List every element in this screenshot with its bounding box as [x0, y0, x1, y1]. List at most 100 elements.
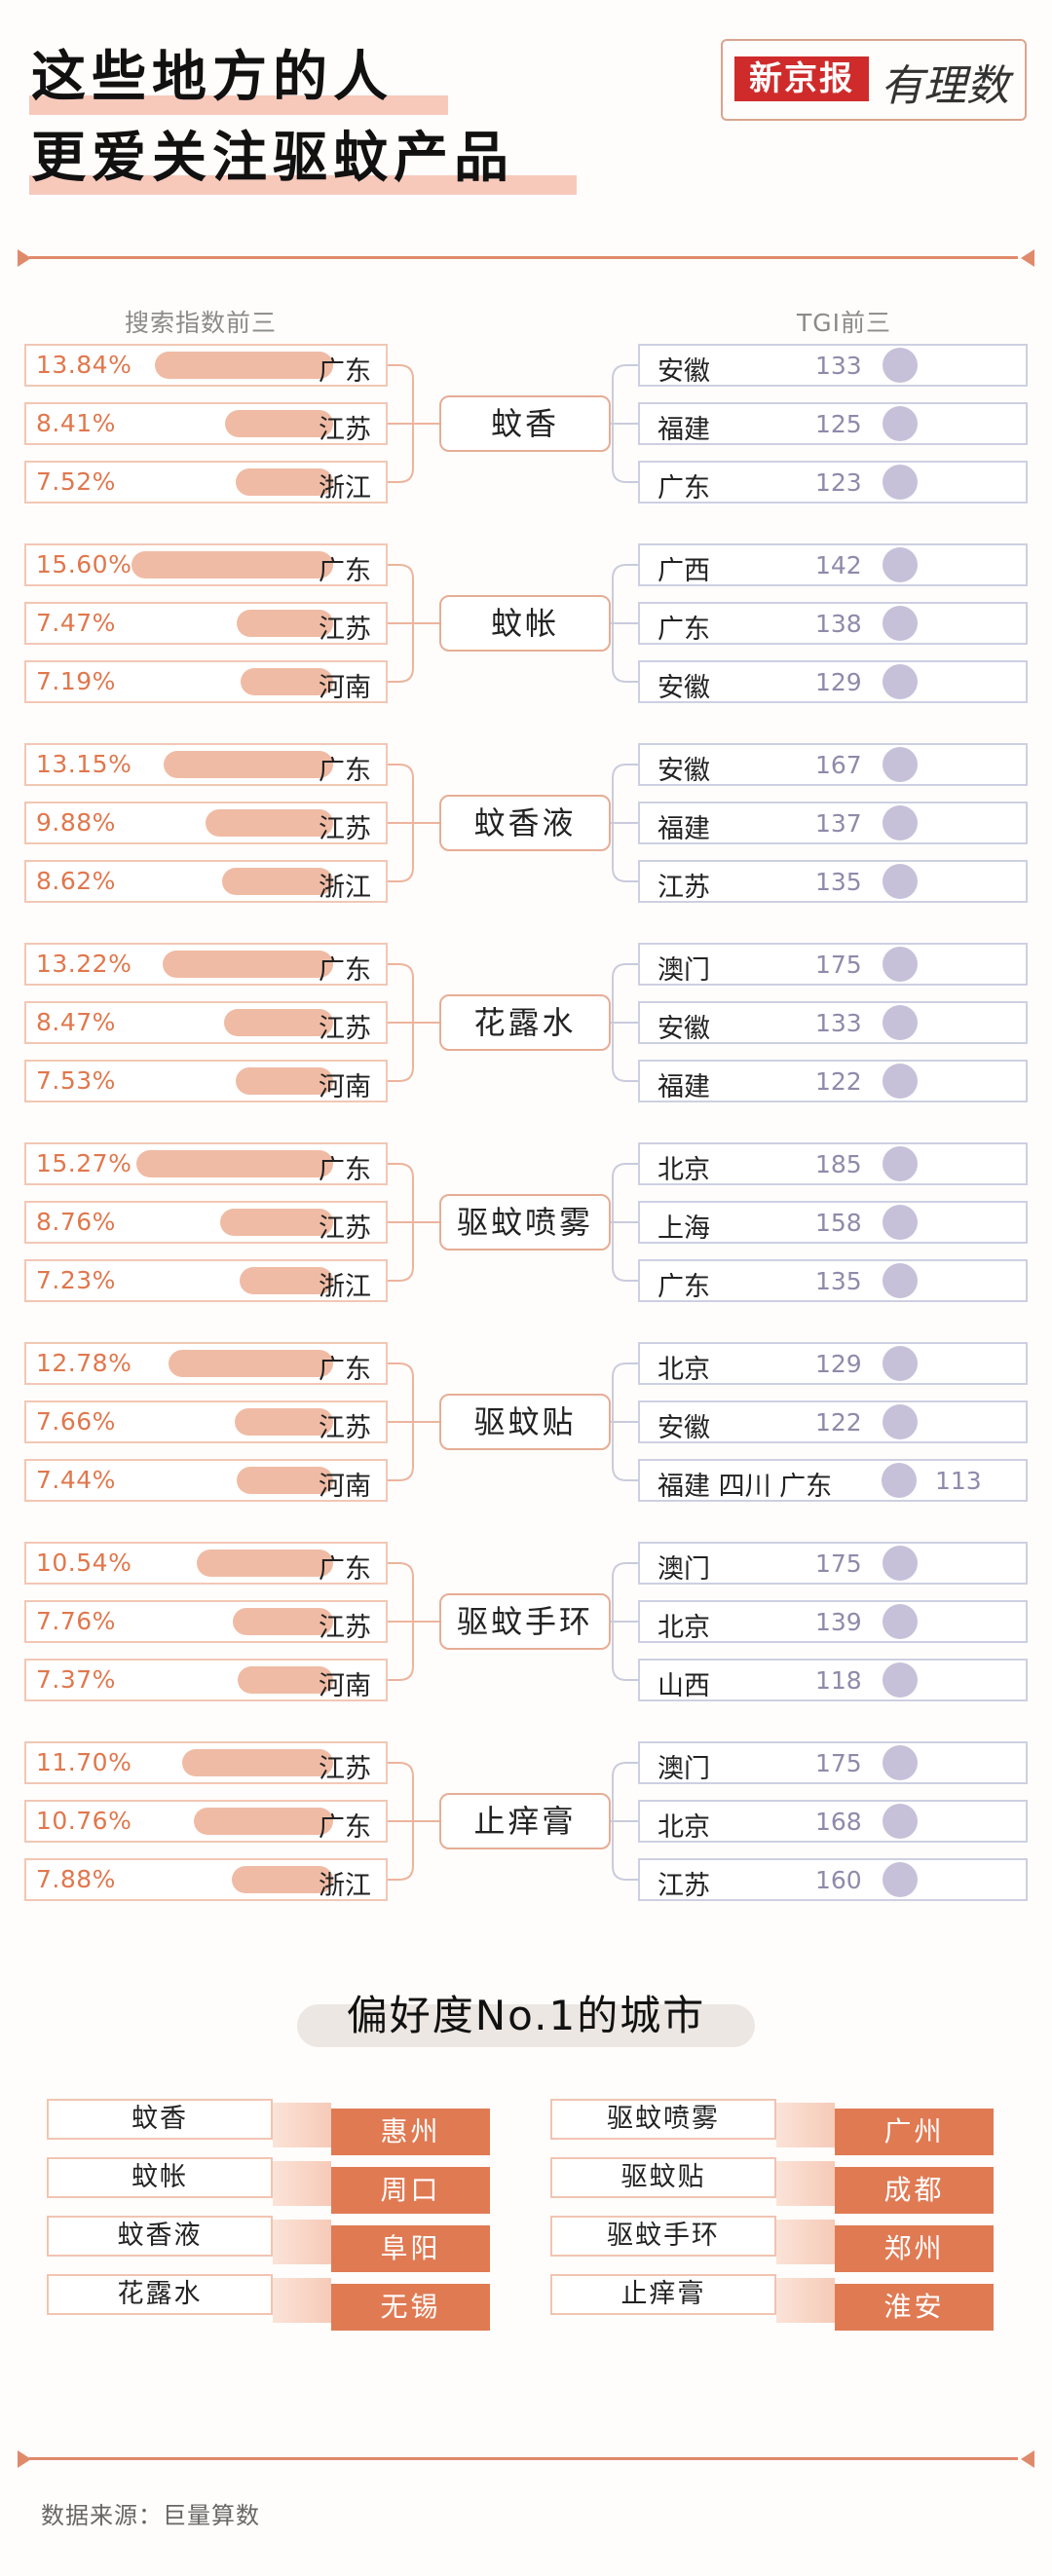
category-box: 止痒膏 — [439, 1793, 611, 1849]
tgi-value: 137 — [815, 809, 862, 838]
preference-title-bg — [297, 2004, 755, 2047]
tgi-province: 澳门 — [658, 955, 710, 986]
tgi-value: 138 — [815, 610, 862, 638]
tgi-row: 福建 122 — [638, 1060, 1028, 1102]
search-row: 8.62% 浙江 — [24, 860, 388, 903]
tgi-dot-icon — [883, 606, 918, 641]
search-pct: 7.66% — [36, 1407, 116, 1436]
search-row: 13.22% 广东 — [24, 943, 388, 986]
search-bar — [232, 1866, 333, 1893]
search-pct: 8.41% — [36, 409, 116, 437]
tgi-dot-icon — [883, 805, 918, 840]
category-box: 蚊香液 — [439, 795, 611, 851]
page-title-line1: 这些地方的人 — [31, 46, 394, 109]
search-pct: 15.27% — [36, 1149, 132, 1177]
search-row: 8.47% 江苏 — [24, 1001, 388, 1044]
tgi-row: 福建 137 — [638, 802, 1028, 844]
search-row: 9.88% 江苏 — [24, 802, 388, 844]
search-bar — [132, 551, 333, 579]
search-province: 广东 — [319, 1355, 371, 1385]
tgi-value: 185 — [815, 1150, 862, 1178]
bottom-divider — [29, 2457, 1018, 2460]
search-bar — [136, 1150, 333, 1177]
search-row: 7.44% 河南 — [24, 1459, 388, 1502]
tgi-dot-icon — [883, 1546, 918, 1581]
search-row: 7.23% 浙江 — [24, 1259, 388, 1302]
search-bar — [225, 410, 333, 437]
search-pct: 13.15% — [36, 750, 132, 778]
tgi-row: 安徽 133 — [638, 1001, 1028, 1044]
search-bar — [182, 1749, 333, 1776]
search-row: 10.76% 广东 — [24, 1800, 388, 1843]
tgi-dot-icon — [883, 1005, 918, 1040]
search-province: 浙江 — [319, 473, 371, 504]
search-province: 河南 — [319, 1072, 371, 1102]
logo-script: 有理数 — [881, 61, 1009, 111]
tgi-dot-icon — [883, 947, 918, 982]
tgi-row: 澳门 175 — [638, 1542, 1028, 1585]
search-row: 7.76% 江苏 — [24, 1600, 388, 1643]
search-province: 广东 — [319, 955, 371, 986]
title-highlight — [29, 175, 577, 195]
tgi-value: 168 — [815, 1808, 862, 1836]
category-box: 驱蚊贴 — [439, 1394, 611, 1450]
tgi-value: 160 — [815, 1866, 862, 1894]
search-province: 河南 — [319, 1472, 371, 1502]
tgi-row: 澳门 175 — [638, 1741, 1028, 1784]
tgi-row: 北京 185 — [638, 1142, 1028, 1185]
divider-left-arrow-icon — [18, 249, 31, 267]
preference-city: 郑州 — [835, 2225, 994, 2272]
tgi-province: 福建 四川 广东 — [658, 1472, 833, 1502]
search-pct: 13.84% — [36, 351, 132, 379]
search-province: 广东 — [319, 1554, 371, 1585]
search-province: 江苏 — [319, 1754, 371, 1784]
tgi-value: 135 — [815, 868, 862, 896]
tgi-dot-icon — [883, 406, 918, 441]
preference-city: 无锡 — [331, 2284, 490, 2331]
divider-right-arrow-icon — [1021, 249, 1034, 267]
search-pct: 9.88% — [36, 808, 116, 837]
search-pct: 7.88% — [36, 1865, 116, 1893]
logo-brand: 新京报 — [734, 56, 869, 101]
preference-connector — [273, 2161, 331, 2206]
tgi-province: 北京 — [658, 1355, 710, 1385]
search-province: 河南 — [319, 1671, 371, 1701]
tgi-value: 142 — [815, 551, 862, 579]
preference-connector — [776, 2278, 835, 2323]
search-pct: 15.60% — [36, 550, 132, 579]
tgi-dot-icon — [883, 1263, 918, 1298]
search-province: 江苏 — [319, 1613, 371, 1643]
tgi-row: 安徽 122 — [638, 1400, 1028, 1443]
search-bar — [233, 1608, 333, 1635]
search-row: 7.66% 江苏 — [24, 1400, 388, 1443]
preference-title: 偏好度No.1的城市 — [346, 1992, 706, 2039]
tgi-row: 福建 四川 广东 113 — [638, 1459, 1028, 1502]
tgi-province: 安徽 — [658, 356, 710, 387]
preference-city: 周口 — [331, 2167, 490, 2214]
tgi-province: 安徽 — [658, 673, 710, 703]
tgi-province: 北京 — [658, 1613, 710, 1643]
tgi-row: 江苏 135 — [638, 860, 1028, 903]
tgi-value: 175 — [815, 1749, 862, 1777]
search-bar — [206, 809, 333, 837]
tgi-value: 122 — [815, 1067, 862, 1096]
search-province: 江苏 — [319, 814, 371, 844]
data-source: 数据来源：巨量算数 — [41, 2502, 260, 2529]
tgi-row: 安徽 167 — [638, 743, 1028, 786]
title-highlight — [29, 95, 448, 115]
tgi-dot-icon — [883, 1604, 918, 1639]
divider-left-arrow-icon — [18, 2450, 31, 2468]
tgi-value: 133 — [815, 1009, 862, 1037]
tgi-value: 113 — [935, 1467, 982, 1495]
tgi-dot-icon — [883, 1404, 918, 1439]
preference-connector — [776, 2161, 835, 2206]
preference-product: 蚊帐 — [47, 2157, 273, 2198]
search-province: 浙江 — [319, 1272, 371, 1302]
preference-city: 惠州 — [331, 2109, 490, 2155]
page-title-line2: 更爱关注驱蚊产品 — [31, 127, 514, 190]
preference-connector — [273, 2278, 331, 2323]
search-province: 浙江 — [319, 873, 371, 903]
search-bar — [237, 610, 333, 637]
search-row: 10.54% 广东 — [24, 1542, 388, 1585]
search-province: 江苏 — [319, 1014, 371, 1044]
